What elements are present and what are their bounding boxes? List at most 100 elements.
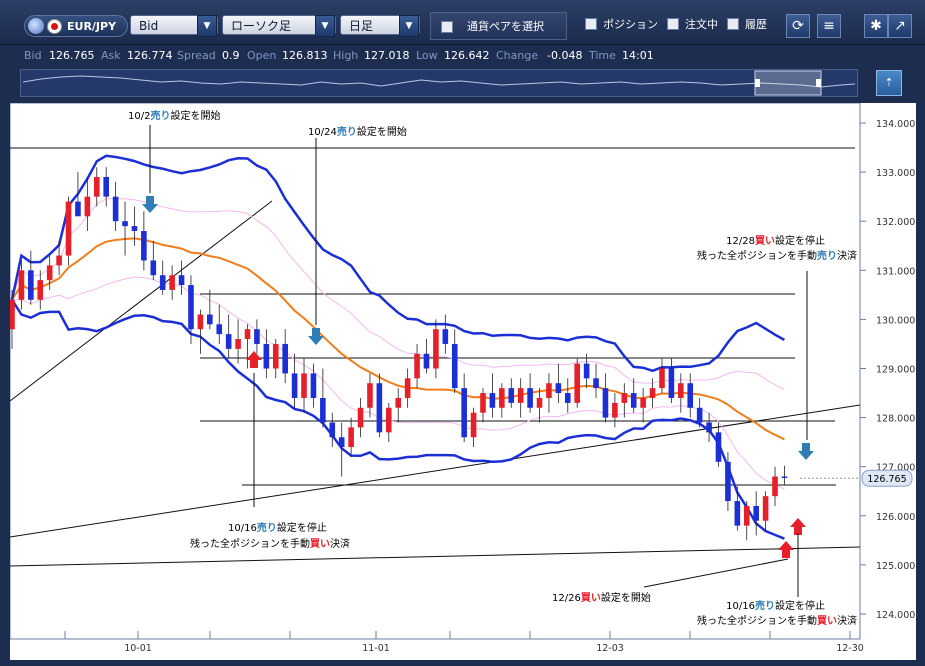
candle[interactable] (687, 383, 694, 408)
candle[interactable] (178, 275, 185, 286)
candle[interactable] (282, 343, 288, 374)
candle[interactable] (18, 270, 25, 300)
chart-type-select[interactable]: ローソク足 ▼ (222, 15, 336, 37)
candle[interactable] (781, 476, 788, 479)
candle[interactable] (291, 373, 298, 398)
candle[interactable] (329, 422, 336, 438)
candle[interactable] (470, 412, 477, 438)
candle[interactable] (499, 388, 505, 408)
redraw-icon[interactable]: ⟳ (786, 14, 810, 38)
navigator-right-handle[interactable] (816, 79, 821, 87)
candle[interactable] (338, 437, 345, 448)
candle[interactable] (480, 393, 486, 413)
candle[interactable] (423, 353, 430, 369)
candle[interactable] (386, 407, 392, 433)
candle[interactable] (706, 422, 712, 433)
candle[interactable] (640, 397, 646, 408)
candle[interactable] (583, 363, 590, 379)
candle[interactable] (122, 221, 128, 227)
candle[interactable] (84, 196, 91, 217)
fit-icon[interactable]: ⇡ (876, 70, 902, 96)
candle[interactable] (630, 393, 637, 408)
candle[interactable] (602, 388, 609, 418)
candle[interactable] (150, 260, 157, 276)
candle[interactable] (461, 388, 467, 438)
gear-icon[interactable]: ✱ (864, 14, 888, 38)
candle[interactable] (235, 339, 241, 349)
candle[interactable] (141, 231, 147, 261)
candle[interactable] (451, 343, 458, 389)
candle[interactable] (28, 270, 34, 300)
candle[interactable] (56, 255, 62, 266)
popout-icon[interactable]: ↗ (888, 14, 912, 38)
candle[interactable] (225, 334, 232, 349)
candle[interactable] (348, 427, 354, 448)
candlestick-chart[interactable]: 124.000 125.000 126.000 127.000 128.000 129.0… (9, 102, 916, 660)
candle[interactable] (159, 275, 166, 290)
navigator-scroller[interactable] (20, 69, 858, 97)
candle[interactable] (414, 353, 420, 379)
period-select[interactable]: 日足 ▼ (340, 15, 420, 37)
candle[interactable] (207, 314, 213, 325)
navigator-left-handle[interactable] (755, 79, 760, 87)
candle[interactable] (593, 378, 599, 389)
select-pair-checkbox[interactable] (441, 21, 453, 33)
candle[interactable] (75, 201, 81, 217)
candle[interactable] (376, 383, 383, 433)
candle[interactable] (489, 393, 496, 408)
candle[interactable] (517, 388, 524, 403)
candle[interactable] (649, 388, 656, 398)
chart-area[interactable]: 124.000 125.000 126.000 127.000 128.000 129.0… (9, 102, 916, 660)
candle[interactable] (367, 383, 373, 408)
candle[interactable] (197, 314, 204, 330)
order-checkbox[interactable] (667, 18, 679, 30)
candle[interactable] (254, 329, 260, 344)
candle[interactable] (216, 324, 223, 335)
currency-pair-button[interactable]: EUR/JPY (24, 15, 128, 37)
candle[interactable] (46, 265, 53, 281)
candle[interactable] (37, 280, 44, 300)
candle[interactable] (65, 201, 72, 256)
plot-area[interactable] (9, 102, 861, 640)
candle[interactable] (762, 496, 769, 521)
list-icon[interactable]: ≡ (817, 14, 841, 38)
candle[interactable] (564, 393, 571, 403)
candle[interactable] (743, 505, 750, 526)
price-type-select[interactable]: Bid ▼ (130, 15, 218, 37)
candle[interactable] (169, 275, 175, 290)
candle[interactable] (188, 285, 194, 330)
candle[interactable] (433, 329, 439, 369)
candle[interactable] (244, 329, 251, 340)
candle[interactable] (310, 373, 317, 398)
candle[interactable] (404, 378, 411, 398)
candle[interactable] (395, 397, 402, 408)
candle[interactable] (668, 368, 675, 398)
chevron-down-icon[interactable]: ▼ (197, 15, 217, 37)
candle[interactable] (320, 397, 326, 423)
candle[interactable] (621, 393, 628, 403)
navigator-window[interactable] (754, 70, 822, 96)
chevron-down-icon[interactable]: ▼ (315, 15, 335, 37)
candle[interactable] (103, 177, 109, 197)
position-checkbox[interactable] (585, 18, 597, 30)
candle[interactable] (696, 407, 703, 423)
candle[interactable] (131, 226, 138, 232)
candle[interactable] (527, 388, 533, 408)
history-checkbox[interactable] (727, 18, 739, 30)
candle[interactable] (678, 383, 684, 398)
candle[interactable] (659, 368, 665, 389)
candle[interactable] (272, 343, 279, 369)
candle[interactable] (536, 397, 543, 408)
select-pair-button[interactable]: 通貨ペアを選択 (430, 12, 567, 40)
candle[interactable] (112, 196, 119, 222)
chevron-down-icon[interactable]: ▼ (399, 15, 419, 37)
candle[interactable] (753, 505, 759, 521)
candle[interactable] (546, 383, 552, 398)
candle[interactable] (574, 363, 580, 403)
candle[interactable] (301, 373, 307, 398)
candle[interactable] (715, 432, 722, 462)
candle[interactable] (263, 343, 270, 369)
candle[interactable] (442, 329, 449, 344)
candle[interactable] (734, 501, 741, 526)
candle[interactable] (357, 407, 364, 428)
